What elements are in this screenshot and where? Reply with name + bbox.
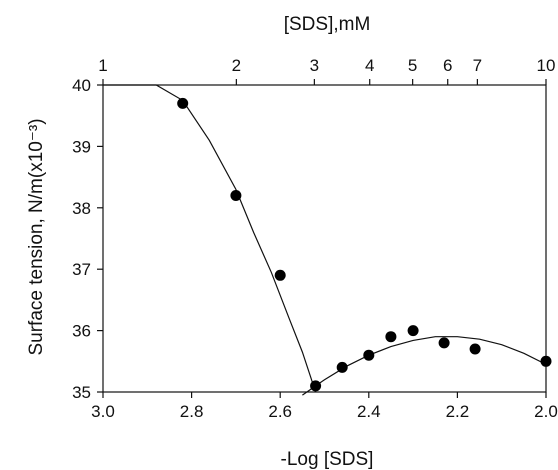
- data-point: [363, 349, 375, 361]
- y-tick-label: 40: [72, 76, 91, 95]
- top-tick-label: 5: [408, 56, 417, 75]
- data-point: [469, 343, 481, 355]
- x-tick-label: 2.8: [180, 402, 204, 421]
- plot-frame: [102, 84, 547, 393]
- y-tick-label: 35: [72, 383, 91, 402]
- x-tick-label: 3.0: [91, 402, 115, 421]
- x-tick-label: 2.2: [446, 402, 470, 421]
- data-point: [230, 190, 242, 201]
- top-tick-label: 4: [365, 56, 374, 75]
- data-point: [336, 361, 348, 373]
- top-tick-label: 3: [310, 56, 319, 75]
- top-tick-label: 7: [473, 56, 482, 75]
- data-point: [540, 355, 552, 367]
- top-axis-title: [SDS],mM: [284, 14, 371, 35]
- top-tick-label: 10: [537, 56, 556, 75]
- top-tick-label: 2: [232, 56, 241, 75]
- y-tick-label: 36: [72, 322, 91, 341]
- x-tick-label: 2.4: [357, 402, 381, 421]
- data-point: [407, 325, 419, 337]
- fit-curve-1: [103, 84, 317, 393]
- data-point: [274, 269, 286, 281]
- data-point: [385, 331, 397, 343]
- data-point: [177, 97, 189, 109]
- x-tick-label: 2.6: [268, 402, 292, 421]
- y-tick-label: 38: [72, 199, 91, 218]
- data-point: [438, 337, 450, 349]
- top-tick-label: 1: [98, 56, 107, 75]
- y-axis-title: Surface tension, N/m(x10⁻³): [26, 118, 47, 355]
- x-tick-label: 2.0: [534, 402, 558, 421]
- y-tick-label: 39: [72, 137, 91, 156]
- y-tick-label: 37: [72, 260, 91, 279]
- plot-area: 3.0 2.8 2.6 2.4 2.2 2.0 35 36 37 38 39 40 1 2 3 4 5 6 7 10: [72, 56, 558, 421]
- data-point: [310, 380, 322, 392]
- top-tick-label: 6: [443, 56, 452, 75]
- x-axis-title: -Log [SDS]: [281, 449, 374, 470]
